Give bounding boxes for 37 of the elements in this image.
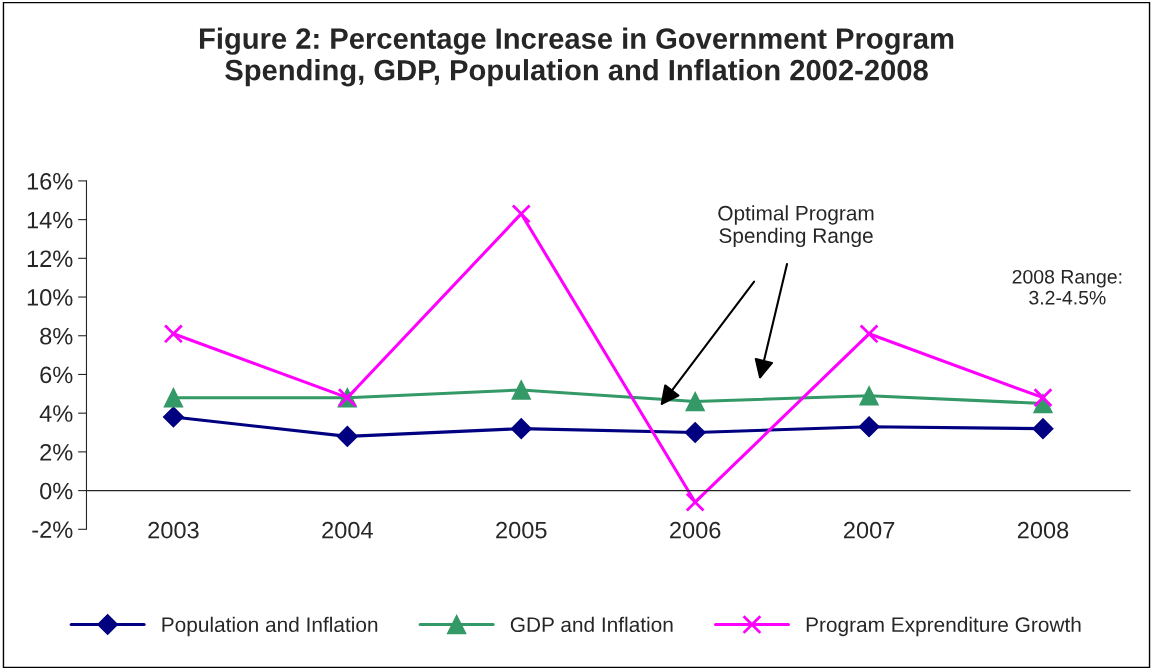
point (336, 425, 358, 447)
y-tick-label: 6% (40, 366, 73, 384)
point (1033, 387, 1053, 408)
point (1032, 418, 1054, 440)
point (511, 380, 531, 400)
point (858, 416, 880, 438)
y-tick-label: 8% (40, 327, 73, 345)
x-tick-label: 2006 (670, 521, 721, 539)
point (163, 387, 184, 408)
x-tick-label: 2007 (844, 521, 895, 539)
x-tick-label: 2003 (148, 521, 199, 539)
annotation: 2008 Range: 3.2-4.5% (1012, 269, 1122, 305)
y-tick-label: 0% (40, 482, 73, 500)
legend-label: GDP and Inflation (510, 616, 673, 633)
y-tick-label: 10% (27, 289, 73, 306)
x-tick-label: 2005 (496, 521, 547, 539)
y-tick-label: -2% (32, 521, 73, 538)
chart-title: Figure 2: Percentage Increase in Government Program Spending, GDP, Population and Inflation 2002-2008 (199, 27, 954, 87)
point (510, 418, 532, 440)
point (859, 386, 879, 406)
point (685, 391, 705, 412)
point (684, 422, 706, 444)
y-tick-label: 2% (40, 443, 73, 461)
point (511, 204, 531, 224)
x-tick-label: 2008 (1017, 521, 1069, 539)
legend-label: Population and Inflation (162, 616, 378, 637)
point (163, 324, 184, 344)
point (162, 406, 184, 428)
y-tick-label: 12% (27, 250, 73, 268)
point (685, 492, 705, 512)
y-tick-label: 4% (39, 405, 73, 422)
y-tick-label: 16% (27, 172, 73, 190)
legend-label: Program Exprenditure Growth (806, 616, 1081, 637)
x-tick-label: 2004 (322, 521, 373, 539)
point (859, 324, 879, 344)
annotation: Optimal Program Spending Range (718, 205, 874, 248)
y-tick-label: 14% (27, 211, 73, 229)
